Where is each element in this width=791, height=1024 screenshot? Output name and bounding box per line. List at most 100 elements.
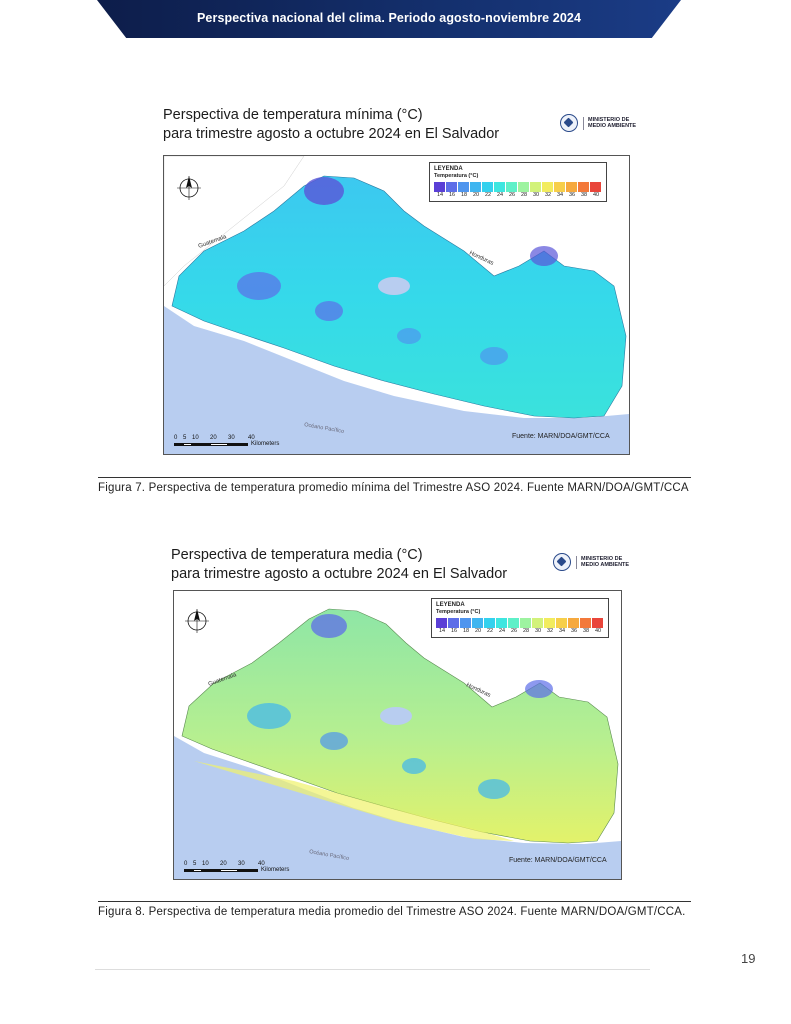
legend-swatches: [434, 182, 602, 192]
legend-swatch: [446, 182, 457, 192]
scale-bar-graphic: [174, 443, 248, 446]
map-source: Fuente: MARN/DOA/GMT/CCA: [509, 857, 607, 864]
legend-swatch: [448, 618, 459, 628]
legend-label: 36: [570, 628, 578, 634]
legend-label: 26: [510, 628, 518, 634]
page-number: 19: [741, 951, 756, 966]
legend-swatch: [436, 618, 447, 628]
legend-subtitle: Temperatura (°C): [436, 609, 481, 615]
temperature-map: Guatemala Honduras Océano Pacífico LEYEN…: [173, 590, 622, 880]
legend-label: 32: [546, 628, 554, 634]
legend-label: 26: [508, 192, 516, 198]
legend-label: 22: [484, 192, 492, 198]
scale-bar: 0 5 10 20 30 40 Kilometers: [174, 435, 279, 447]
header-title: Perspectiva nacional del clima. Periodo …: [196, 11, 582, 25]
legend-label: 16: [448, 192, 456, 198]
legend-label: 30: [534, 628, 542, 634]
map-graphic: Guatemala Honduras Océano Pacífico: [174, 591, 621, 879]
legend-swatch: [458, 182, 469, 192]
legend-swatch: [508, 618, 519, 628]
ministry-name: MINISTERIO DE MEDIO AMBIENTE: [576, 555, 641, 569]
legend-label: 38: [582, 628, 590, 634]
legend-labels: 14 16 18 20 22 24 26 28 30 32 34 36 38 40: [436, 628, 604, 634]
temperature-map: Guatemala Honduras Océano Pacífico LEYEN…: [163, 155, 630, 455]
legend-swatch: [568, 618, 579, 628]
caption-rule: [98, 901, 691, 902]
scale-tick: 0: [184, 861, 188, 867]
legend-label: 40: [592, 192, 600, 198]
legend-label: 34: [558, 628, 566, 634]
scale-bar-graphic: [184, 869, 258, 872]
legend-label: 22: [486, 628, 494, 634]
scale-tick: 10: [202, 861, 209, 867]
scale-tick: 10: [192, 435, 199, 441]
scale-tick: 40: [258, 861, 265, 867]
legend-swatch: [518, 182, 529, 192]
figure-title-line2: para trimestre agosto a octubre 2024 en …: [171, 566, 508, 582]
figure-caption: Figura 7. Perspectiva de temperatura pro…: [98, 482, 689, 494]
north-arrow-icon: [177, 176, 201, 200]
scale-tick: 5: [193, 861, 197, 867]
legend-swatch: [556, 618, 567, 628]
ministry-logo: MINISTERIO DE MEDIO AMBIENTE: [560, 114, 648, 132]
legend-label: 28: [520, 192, 528, 198]
legend-label: 32: [544, 192, 552, 198]
legend-label: 36: [568, 192, 576, 198]
map-source: Fuente: MARN/DOA/GMT/CCA: [512, 433, 610, 440]
map-legend: LEYENDA Temperatura (°C) 14 16 18 20 22 24 26 2…: [431, 598, 609, 638]
el-salvador-shape: [171, 175, 627, 419]
legend-subtitle: Temperatura (°C): [434, 173, 479, 179]
legend-swatch: [482, 182, 493, 192]
scale-tick: 30: [228, 435, 235, 441]
figure-title-line2: para trimestre agosto a octubre 2024 en …: [163, 126, 500, 142]
legend-swatch: [544, 618, 555, 628]
legend-swatches: [436, 618, 604, 628]
map-legend: LEYENDA Temperatura (°C) 14 16 18 20 22 24 26 2…: [429, 162, 607, 202]
legend-swatch: [520, 618, 531, 628]
scale-tick: 5: [183, 435, 187, 441]
legend-label: 24: [498, 628, 506, 634]
legend-title: LEYENDA: [436, 602, 465, 608]
legend-swatch: [472, 618, 483, 628]
legend-swatch: [434, 182, 445, 192]
legend-label: 40: [594, 628, 602, 634]
legend-labels: 14 16 18 20 22 24 26 28 30 32 34 36 38 40: [434, 192, 602, 198]
legend-swatch: [494, 182, 505, 192]
legend-label: 28: [522, 628, 530, 634]
north-arrow-icon: [185, 609, 209, 633]
figure-title-line1: Perspectiva de temperatura media (°C): [171, 547, 423, 563]
legend-swatch: [460, 618, 471, 628]
ministry-name: MINISTERIO DE MEDIO AMBIENTE: [583, 116, 648, 130]
legend-label: 14: [436, 192, 444, 198]
legend-swatch: [496, 618, 507, 628]
seal-icon: [553, 553, 571, 571]
legend-label: 20: [472, 192, 480, 198]
legend-swatch: [554, 182, 565, 192]
scale-ticks: 0 5 10 20 30 40: [184, 861, 289, 867]
scale-unit: Kilometers: [251, 441, 280, 447]
ministry-logo: MINISTERIO DE MEDIO AMBIENTE: [553, 553, 641, 571]
scale-tick: 20: [220, 861, 227, 867]
figure-title-line1: Perspectiva de temperatura mínima (°C): [163, 107, 423, 123]
legend-swatch: [484, 618, 495, 628]
scale-tick: 20: [210, 435, 217, 441]
legend-swatch: [590, 182, 601, 192]
scale-tick: 0: [174, 435, 178, 441]
ocean-area: [164, 306, 629, 454]
legend-swatch: [580, 618, 591, 628]
legend-swatch: [566, 182, 577, 192]
scale-tick: 30: [238, 861, 245, 867]
scale-unit: Kilometers: [261, 867, 290, 873]
scale-tick: 40: [248, 435, 255, 441]
figure-title: Perspectiva de temperatura mínima (°C) p…: [163, 106, 499, 144]
legend-swatch: [532, 618, 543, 628]
legend-label: 18: [462, 628, 470, 634]
scale-ticks: 0 5 10 20 30 40: [174, 435, 279, 441]
legend-label: 24: [496, 192, 504, 198]
legend-swatch: [592, 618, 603, 628]
map-graphic: Guatemala Honduras Océano Pacífico: [164, 156, 629, 454]
legend-label: 34: [556, 192, 564, 198]
legend-label: 14: [438, 628, 446, 634]
figure-title: Perspectiva de temperatura media (°C) pa…: [171, 546, 507, 584]
legend-swatch: [470, 182, 481, 192]
